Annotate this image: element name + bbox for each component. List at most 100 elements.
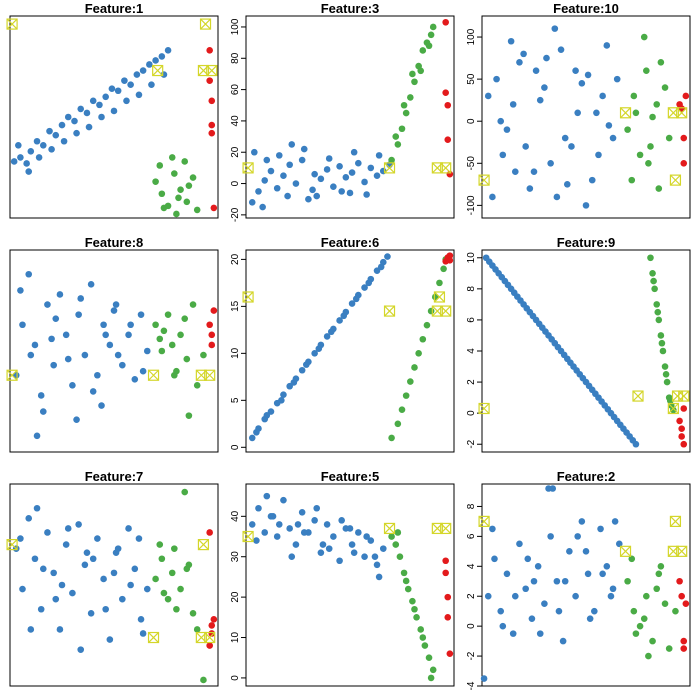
marker-cross xyxy=(620,107,631,119)
data-point xyxy=(100,321,107,329)
panel-title: Feature:3 xyxy=(321,1,380,16)
data-point xyxy=(206,529,213,536)
marker-point xyxy=(197,538,210,551)
y-tick-label: 0 xyxy=(466,623,477,629)
data-point xyxy=(315,345,323,352)
data-point xyxy=(388,156,395,164)
data-point xyxy=(44,301,51,308)
data-point xyxy=(651,285,658,293)
marker-box xyxy=(195,631,207,644)
y-tick-label: 4 xyxy=(466,348,477,354)
marker-box xyxy=(678,390,690,402)
data-point xyxy=(152,575,159,583)
marker-box xyxy=(669,515,682,528)
data-point xyxy=(48,335,55,343)
data-point xyxy=(593,109,600,117)
marker-cross xyxy=(6,539,18,551)
data-point xyxy=(183,355,191,363)
data-point xyxy=(27,626,35,633)
data-point xyxy=(143,585,151,593)
data-point xyxy=(323,333,331,340)
panel-8: Feature:5 0 10 20 30 40 xyxy=(230,469,455,687)
marker-box xyxy=(669,174,682,186)
marker-cross xyxy=(632,390,644,402)
data-point xyxy=(300,529,308,536)
data-point xyxy=(398,406,406,414)
data-point xyxy=(586,615,594,622)
data-point xyxy=(89,97,97,105)
data-point xyxy=(71,117,78,125)
data-point xyxy=(87,609,95,617)
data-point xyxy=(73,129,80,137)
data-point xyxy=(574,533,581,540)
y-tick-label: -100 xyxy=(466,195,477,215)
data-point xyxy=(156,541,164,548)
data-point xyxy=(278,397,285,404)
y-tick-label: 10 xyxy=(230,632,241,644)
data-point xyxy=(427,307,435,315)
panel-title: Feature:6 xyxy=(321,235,380,250)
data-point xyxy=(325,545,333,552)
data-point xyxy=(578,80,586,87)
data-point xyxy=(183,198,191,206)
data-point xyxy=(534,562,542,570)
panel-1: Feature:1 xyxy=(6,1,219,219)
data-point xyxy=(286,525,293,532)
data-point xyxy=(106,341,114,349)
y-tick-label: 20 xyxy=(230,146,241,158)
data-point xyxy=(442,557,449,565)
data-point xyxy=(427,674,435,682)
y-tick-label: 50 xyxy=(466,73,477,85)
data-point xyxy=(342,173,350,181)
marker-cross xyxy=(384,305,395,317)
data-point xyxy=(497,117,505,125)
data-point xyxy=(541,600,548,608)
data-point xyxy=(510,289,518,297)
marker-point xyxy=(669,174,682,186)
data-point xyxy=(610,413,618,421)
data-point xyxy=(582,202,590,209)
data-point xyxy=(547,159,554,167)
data-point xyxy=(557,46,565,53)
data-point xyxy=(394,141,402,148)
data-point xyxy=(350,549,358,556)
marker-box xyxy=(440,162,452,174)
data-point xyxy=(597,525,604,533)
data-point xyxy=(110,569,118,577)
data-point xyxy=(261,177,269,184)
data-point xyxy=(511,168,519,176)
data-point xyxy=(436,279,443,287)
data-point xyxy=(210,204,218,212)
marker-box xyxy=(478,174,490,186)
y-tick-label: 100 xyxy=(230,18,241,35)
marker-box xyxy=(671,390,684,402)
data-point xyxy=(325,155,333,162)
data-point xyxy=(273,533,281,540)
marker-box xyxy=(6,538,18,551)
data-point xyxy=(615,540,623,548)
data-point xyxy=(173,367,180,375)
marker-point xyxy=(669,515,682,528)
data-point xyxy=(375,573,383,581)
data-point xyxy=(131,375,139,383)
data-point xyxy=(503,570,511,578)
data-point xyxy=(168,569,176,577)
marker-cross xyxy=(440,305,452,317)
data-point xyxy=(208,331,216,339)
data-point xyxy=(292,180,300,187)
data-point xyxy=(177,331,184,339)
data-point xyxy=(17,287,24,294)
data-point xyxy=(528,615,536,622)
data-point xyxy=(173,605,180,613)
data-point xyxy=(94,535,101,542)
data-point xyxy=(649,113,656,121)
data-point xyxy=(200,676,207,684)
data-point xyxy=(298,508,306,516)
panel-title: Feature:9 xyxy=(557,235,616,250)
marker-point xyxy=(6,18,18,30)
data-point xyxy=(563,181,571,188)
marker-point xyxy=(242,162,254,174)
data-point xyxy=(152,178,159,185)
data-point xyxy=(595,151,602,159)
data-point xyxy=(189,174,197,181)
